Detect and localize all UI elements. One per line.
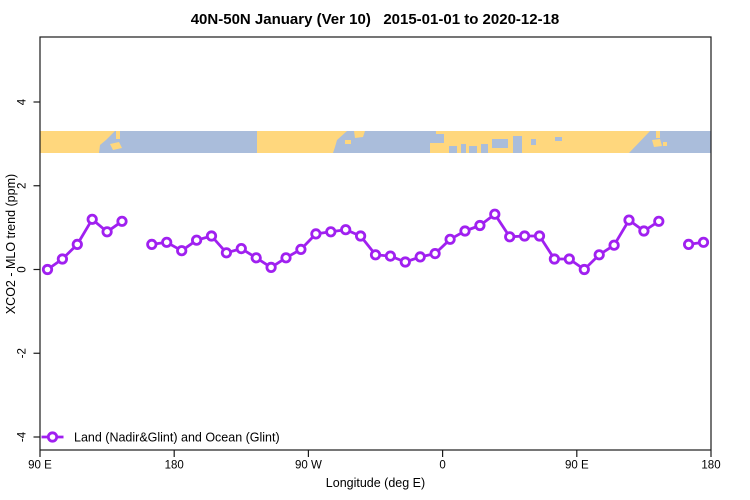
y-tick-label: 0 (17, 266, 29, 272)
map-sea-black-sea (492, 139, 508, 148)
map-land-north-america (257, 131, 347, 153)
data-point-marker (295, 243, 307, 255)
data-point-marker (369, 249, 382, 261)
data-point-marker (414, 251, 426, 263)
y-tick-label: -2 (17, 348, 29, 358)
data-point-marker (682, 238, 695, 250)
x-tick-label: 90 E (28, 460, 52, 472)
map-sea-adriatic (461, 144, 466, 153)
map-sea-caspian (513, 136, 522, 153)
data-point-marker (623, 214, 635, 226)
data-point-marker (220, 247, 232, 259)
y-tick-label: 2 (17, 183, 29, 189)
data-point-marker (325, 226, 337, 238)
data-point-marker (593, 249, 605, 261)
chart-title: 40N-50N January (Ver 10) 2015-01-01 to 2… (190, 11, 560, 28)
map-sea-aral (531, 139, 536, 145)
y-tick-label: -4 (17, 431, 29, 442)
map-land-island-speck (663, 142, 667, 146)
data-point-marker (71, 238, 83, 250)
map-sea-west-mediterranean (449, 146, 457, 153)
data-point-marker (474, 219, 486, 232)
data-point-marker (250, 252, 262, 264)
plot-border (39, 36, 712, 451)
map-land-nova-scotia (345, 140, 351, 144)
data-point-marker (533, 230, 546, 242)
data-point-marker (191, 234, 203, 246)
data-point-marker (235, 243, 247, 255)
data-point-marker (563, 253, 575, 265)
data-series-layer (41, 208, 710, 276)
data-point-marker (205, 230, 218, 242)
data-point-marker (101, 226, 113, 238)
data-point-marker (161, 236, 173, 248)
map-land-newfoundland (354, 131, 365, 138)
data-point-marker (518, 230, 531, 242)
data-point-marker (608, 239, 620, 251)
map-sea-aegean (481, 144, 488, 153)
data-point-marker (354, 230, 367, 242)
data-point-marker (310, 228, 322, 240)
map-sea-ionian (469, 146, 477, 153)
x-tick-label: 90 W (295, 460, 322, 472)
map-sea-balkhash (555, 137, 562, 141)
map-land-sakhalin-east (656, 131, 660, 138)
data-point-marker (638, 225, 650, 237)
axis-ticks-layer: 90 E 180 90 W 0 90 E 180 4 2 0 -2 -4 (17, 98, 721, 471)
data-point-marker (399, 256, 411, 268)
map-land-east-asia (40, 131, 115, 153)
data-point-marker (56, 253, 69, 265)
data-point-marker (548, 253, 561, 265)
legend: Land (Nadir&Glint) and Ocean (Glint) (41, 431, 280, 445)
x-tick-label: 90 E (565, 460, 589, 472)
data-point-marker (578, 263, 590, 276)
map-land-japan (110, 142, 122, 150)
data-point-marker (697, 236, 710, 248)
data-point-marker (41, 263, 54, 276)
data-point-marker (146, 238, 158, 250)
series-line (46, 212, 705, 271)
data-point-marker (116, 215, 128, 227)
x-axis-title: Longitude (deg E) (325, 476, 426, 490)
data-point-marker (653, 215, 665, 227)
map-strip (40, 131, 711, 153)
data-point-marker (444, 233, 456, 245)
legend-marker (46, 431, 59, 443)
data-point-marker (265, 261, 277, 273)
data-point-marker (384, 250, 396, 262)
legend-label: Land (Nadir&Glint) and Ocean (Glint) (74, 431, 280, 445)
x-tick-label: 0 (439, 460, 445, 472)
data-point-marker (504, 231, 516, 243)
data-point-marker (86, 213, 98, 225)
map-land-japan-east (652, 139, 662, 147)
data-point-marker (459, 225, 471, 237)
y-tick-label: 4 (17, 98, 29, 105)
x-tick-label: 180 (165, 460, 184, 472)
data-point-marker (429, 248, 441, 260)
x-tick-label: 180 (701, 460, 720, 472)
map-land-sakhalin (116, 131, 120, 139)
data-point-marker (340, 224, 352, 236)
data-point-marker (489, 208, 501, 220)
data-point-marker (280, 252, 292, 264)
data-point-marker (176, 245, 188, 257)
